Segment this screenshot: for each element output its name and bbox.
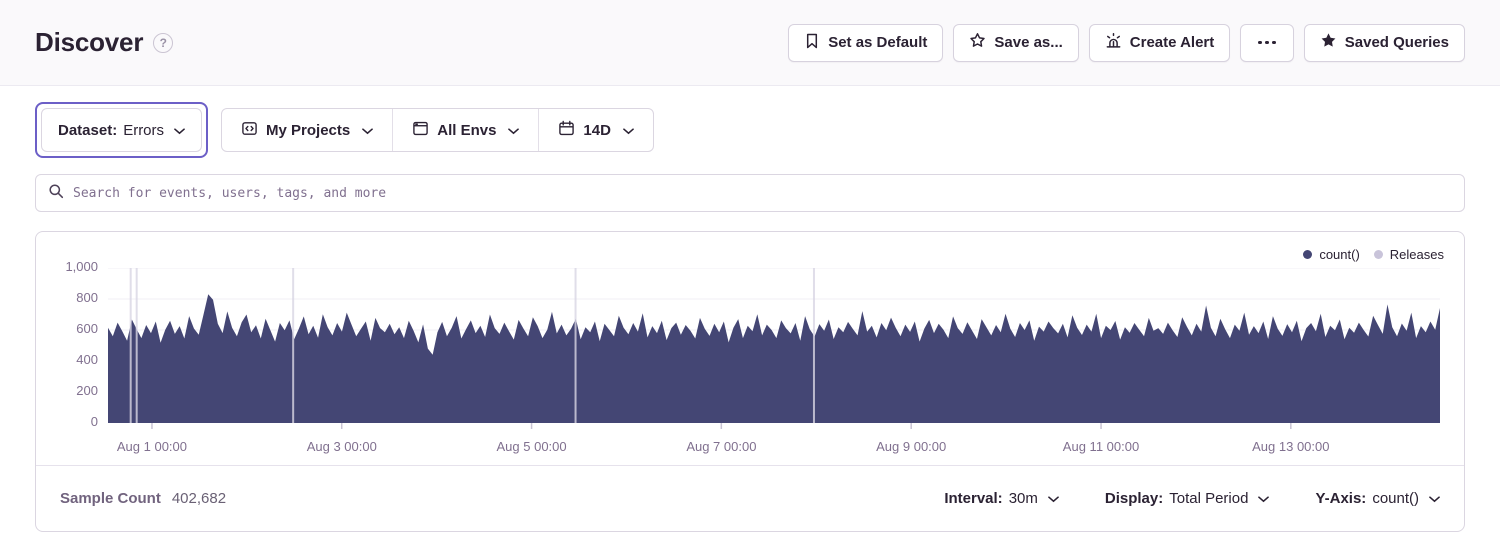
star-filled-icon (1320, 32, 1337, 53)
chart-legend: count() Releases (36, 232, 1464, 264)
ellipsis-icon (1256, 40, 1278, 45)
yaxis-dropdown[interactable]: Y-Axis: count() (1315, 490, 1440, 507)
x-axis-labels: Aug 1 00:00 Aug 3 00:00 Aug 5 00:00 Aug 7 0… (108, 429, 1440, 465)
saved-queries-button[interactable]: Saved Queries (1303, 23, 1465, 62)
search-icon (48, 183, 64, 204)
help-icon[interactable]: ? (153, 32, 174, 53)
y-tick-label: 0 (90, 414, 98, 429)
x-tick-label: Aug 3 00:00 (306, 439, 377, 454)
y-tick-label: 400 (76, 352, 98, 367)
star-outline-icon (969, 32, 986, 53)
count-series-dot (1303, 250, 1313, 259)
save-as-button[interactable]: Save as... (953, 23, 1079, 62)
chart-controls: Interval: 30m Display: Total Period Y-Ax… (944, 490, 1440, 507)
search-bar (35, 174, 1465, 212)
page-header: Discover ? Set as Default Save as... (0, 0, 1500, 86)
dataset-dropdown[interactable]: Dataset: Errors (41, 108, 203, 152)
siren-icon (1105, 32, 1122, 53)
legend-item-count[interactable]: count() (1303, 247, 1360, 262)
project-icon (241, 120, 258, 141)
interval-dropdown[interactable]: Interval: 30m (944, 490, 1059, 507)
chevron-down-icon (1429, 490, 1440, 507)
set-as-default-button[interactable]: Set as Default (788, 23, 944, 62)
display-dropdown[interactable]: Display: Total Period (1105, 490, 1270, 507)
chevron-down-icon (508, 122, 520, 139)
y-tick-label: 200 (76, 383, 98, 398)
sample-count: Sample Count 402,682 (60, 490, 227, 507)
x-tick-label: Aug 1 00:00 (116, 439, 188, 454)
date-range-dropdown[interactable]: 14D (538, 109, 653, 151)
create-alert-button[interactable]: Create Alert (1088, 23, 1231, 62)
environments-dropdown[interactable]: All Envs (392, 109, 538, 151)
chart-footer: Sample Count 402,682 Interval: 30m Displ… (36, 465, 1464, 531)
x-tick-label: Aug 7 00:00 (686, 439, 757, 454)
y-tick-label: 600 (76, 321, 98, 336)
chart-body: 0 200 400 600 800 1,000 (36, 259, 1464, 429)
calendar-icon (558, 120, 575, 141)
projects-dropdown[interactable]: My Projects (222, 109, 392, 151)
more-options-button[interactable] (1240, 23, 1294, 62)
dataset-highlight-ring: Dataset: Errors (35, 102, 209, 158)
y-tick-label: 1,000 (65, 259, 98, 274)
search-input[interactable] (73, 175, 1452, 211)
chart-plot-area[interactable] (108, 268, 1440, 429)
header-actions: Set as Default Save as... Create Alert (788, 23, 1465, 62)
page-title: Discover (35, 27, 144, 57)
chevron-down-icon (174, 122, 185, 139)
legend-item-releases[interactable]: Releases (1373, 247, 1444, 262)
events-chart-card: count() Releases 0 200 400 600 800 1,000 Aug … (35, 231, 1465, 532)
x-tick-label: Aug 5 00:00 (496, 439, 567, 454)
chevron-down-icon (623, 122, 634, 139)
window-icon (412, 120, 429, 141)
x-tick-label: Aug 9 00:00 (876, 439, 947, 454)
area-chart-svg (108, 268, 1440, 429)
y-axis-labels: 0 200 400 600 800 1,000 (36, 259, 108, 429)
releases-series-dot (1373, 250, 1383, 259)
bookmark-icon (804, 33, 820, 53)
chevron-down-icon (1048, 490, 1059, 507)
chevron-down-icon (1258, 490, 1270, 507)
y-tick-label: 800 (76, 290, 98, 305)
x-tick-label: Aug 11 00:00 (1062, 439, 1140, 454)
sample-count-value: 402,682 (171, 490, 227, 507)
x-tick-label: Aug 13 00:00 (1252, 439, 1330, 454)
filter-bar: Dataset: Errors My Projects (35, 102, 1465, 158)
page-filter-group: My Projects All Envs (221, 108, 654, 152)
dataset-value: Errors (123, 121, 165, 139)
chevron-down-icon (362, 122, 374, 139)
